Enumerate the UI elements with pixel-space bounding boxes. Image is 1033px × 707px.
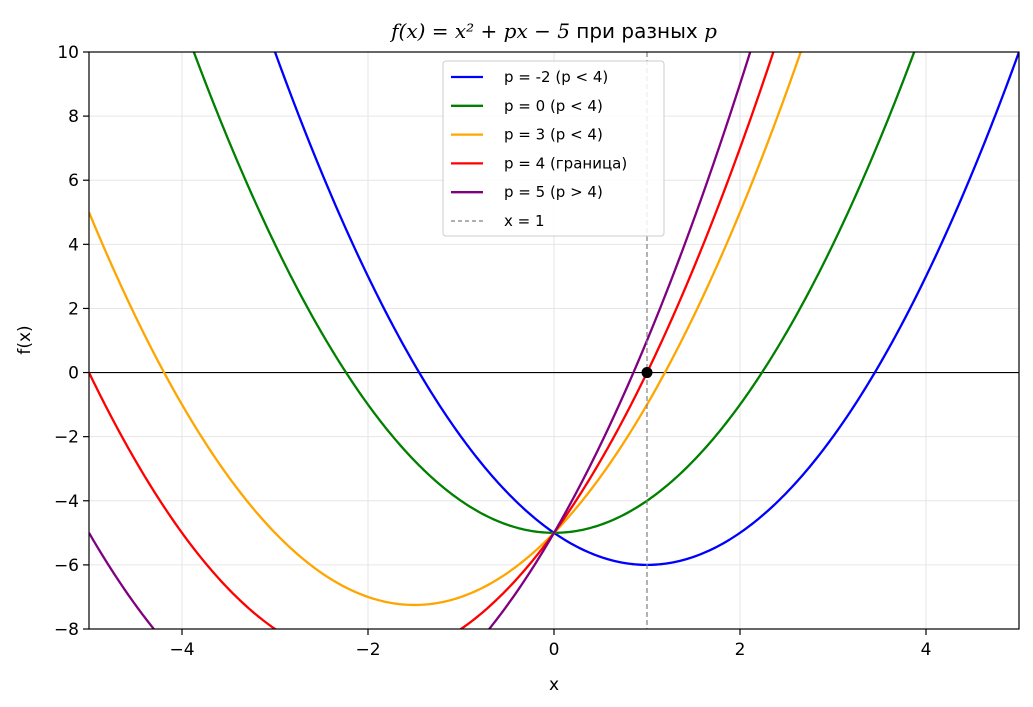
y-tick-label: 6	[68, 171, 79, 191]
legend-label: x = 1	[504, 212, 545, 230]
legend-label: p = -2 (p < 4)	[504, 68, 608, 86]
marker-point	[641, 367, 653, 379]
legend-label: p = 5 (p > 4)	[504, 183, 603, 201]
title-param: p	[704, 19, 717, 43]
x-tick-label: −2	[355, 640, 380, 660]
y-ticks: −8 −6 −4 −2 0 2 4 6 8 10	[54, 43, 89, 640]
legend-box	[442, 60, 665, 237]
x-axis-label: x	[549, 675, 559, 695]
series-line-4	[89, 52, 752, 629]
y-tick-label: 0	[68, 364, 79, 384]
legend: p = -2 (p < 4) p = 0 (p < 4) p = 3 (p < 4)…	[442, 60, 665, 237]
x-tick-label: 4	[921, 640, 932, 660]
y-tick-label: −6	[54, 556, 79, 576]
y-tick-label: 10	[57, 43, 79, 63]
title-suffix: при разных	[570, 19, 704, 43]
y-tick-label: 8	[68, 107, 79, 127]
x-tick-label: −4	[169, 640, 194, 660]
y-tick-label: 2	[68, 299, 79, 319]
legend-label: p = 4 (граница)	[504, 154, 627, 172]
x-ticks: −4 −2 0 2 4	[169, 629, 931, 660]
y-axis-label: f(x)	[15, 325, 35, 354]
marker-group	[641, 367, 653, 379]
legend-label: p = 0 (p < 4)	[504, 97, 603, 115]
y-tick-label: −2	[54, 428, 79, 448]
x-tick-label: 0	[549, 640, 560, 660]
y-tick-label: −4	[54, 492, 79, 512]
chart-title: f(x) = x² + px − 5 при разных p	[389, 19, 717, 43]
x-tick-label: 2	[735, 640, 746, 660]
y-tick-label: 4	[68, 235, 79, 255]
series-group	[89, 52, 1019, 629]
legend-label: p = 3 (p < 4)	[504, 126, 603, 144]
title-formula: f(x) = x² + px − 5	[389, 19, 570, 43]
y-tick-label: −8	[54, 620, 79, 640]
